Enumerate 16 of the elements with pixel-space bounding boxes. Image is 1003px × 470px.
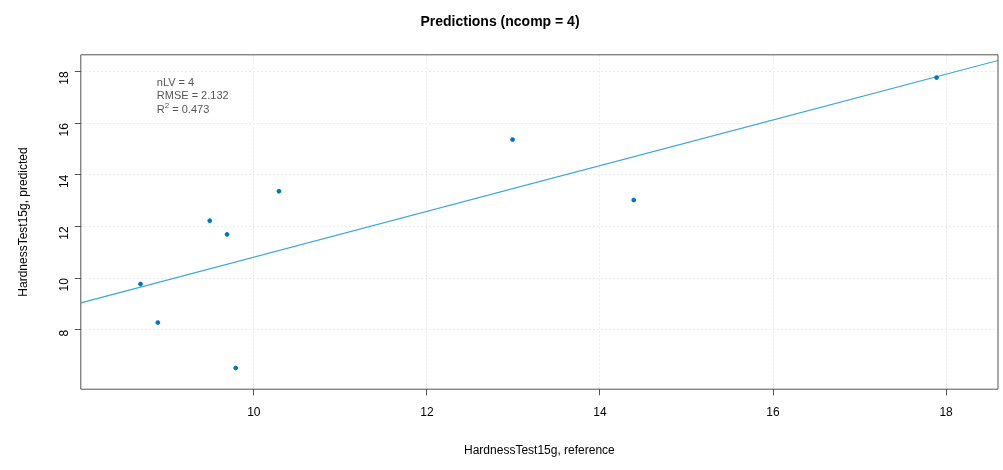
y-tick-label: 14 — [57, 174, 72, 189]
x-tick-label: 18 — [939, 404, 954, 419]
x-tick-label: 14 — [593, 404, 607, 419]
x-tick-label: 12 — [420, 404, 434, 419]
x-tick-label: 10 — [247, 404, 261, 419]
annotation: RMSE = 2.132 — [156, 89, 229, 102]
chart-title: Predictions (ncomp = 4) — [420, 13, 580, 30]
y-axis-title: HardnessTest15g, predicted — [15, 147, 30, 297]
y-tick-label: 12 — [57, 226, 72, 240]
y-tick-label: 10 — [57, 277, 72, 292]
y-tick-label: 16 — [57, 122, 72, 137]
y-tick-label: 18 — [57, 71, 72, 85]
x-tick-label: 16 — [766, 404, 781, 419]
annotation: nLV = 4 — [156, 75, 195, 88]
y-tick-label: 8 — [57, 329, 72, 337]
x-axis-title: HardnessTest15g, reference — [464, 443, 616, 458]
